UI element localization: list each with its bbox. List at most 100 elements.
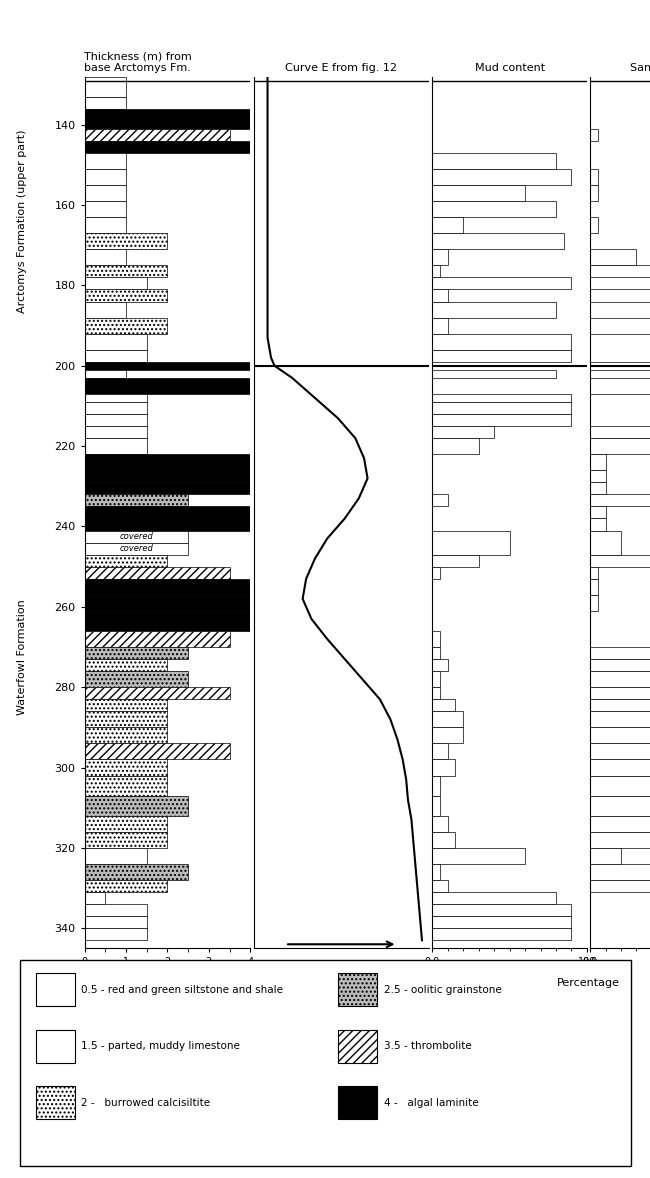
Bar (432, 848, 525, 863)
Bar (590, 863, 650, 880)
Bar (84, 438, 147, 455)
Bar (432, 438, 478, 455)
Bar (590, 530, 621, 555)
Bar (84, 904, 147, 916)
Bar (84, 413, 147, 426)
Bar (590, 507, 606, 518)
Bar (432, 647, 440, 659)
Bar (84, 482, 250, 495)
Bar (590, 567, 598, 578)
Text: 1.5 - parted, muddy limestone: 1.5 - parted, muddy limestone (81, 1041, 240, 1051)
Bar (432, 671, 440, 687)
Bar (84, 727, 168, 743)
Bar (590, 700, 650, 712)
Text: covered: covered (120, 532, 153, 541)
Bar (84, 578, 250, 595)
Bar (84, 153, 126, 168)
Bar (84, 495, 188, 507)
Bar (84, 278, 147, 290)
Bar (432, 370, 556, 378)
Bar (432, 402, 571, 413)
Bar (84, 848, 147, 863)
Bar (84, 507, 250, 518)
Bar (84, 916, 147, 928)
Title: Sand content: Sand content (630, 62, 650, 73)
Bar (432, 832, 456, 848)
Bar (84, 687, 229, 700)
Bar (84, 455, 250, 470)
Bar (84, 393, 147, 402)
Bar (590, 687, 650, 700)
Bar (84, 555, 168, 567)
Bar (590, 595, 598, 611)
Bar (84, 832, 168, 848)
Bar (590, 168, 598, 185)
Bar (590, 848, 621, 863)
Bar (432, 185, 525, 201)
Bar (84, 760, 168, 775)
Bar (432, 426, 494, 438)
Text: 3.5 - thrombolite: 3.5 - thrombolite (384, 1041, 471, 1051)
Bar (84, 659, 168, 671)
Bar (590, 727, 650, 743)
Text: 0.5 - red and green siltstone and shale: 0.5 - red and green siltstone and shale (81, 985, 283, 994)
Bar (590, 128, 598, 141)
Bar (84, 318, 168, 333)
Bar (84, 362, 250, 370)
Bar (590, 482, 606, 495)
Bar (590, 775, 650, 795)
Bar (590, 470, 606, 482)
Text: Waterfowl Formation: Waterfowl Formation (16, 600, 27, 715)
Bar (84, 77, 126, 97)
Bar (432, 413, 571, 426)
Bar (84, 567, 229, 578)
Bar (432, 217, 463, 233)
Bar (590, 760, 650, 775)
Bar (84, 185, 126, 201)
Bar (590, 743, 650, 760)
Bar (84, 928, 147, 940)
Bar (432, 880, 448, 892)
Bar (84, 880, 168, 892)
Title: Curve E from fig. 12: Curve E from fig. 12 (285, 62, 397, 73)
Bar (432, 302, 556, 318)
Bar (432, 278, 571, 290)
Bar (590, 880, 650, 892)
Bar (432, 815, 448, 832)
Bar (590, 378, 650, 393)
Bar (432, 250, 448, 265)
Bar (84, 302, 126, 318)
Bar (432, 631, 440, 647)
Text: Arctomys Formation (upper part): Arctomys Formation (upper part) (16, 130, 27, 313)
Text: 4 -   algal laminite: 4 - algal laminite (384, 1098, 478, 1107)
Bar (590, 265, 650, 278)
Bar (432, 700, 456, 712)
Bar (590, 290, 650, 302)
Bar (432, 318, 448, 333)
Bar (590, 495, 650, 507)
Bar (84, 426, 147, 438)
Text: Increasing
accommodation: Increasing accommodation (299, 972, 384, 994)
Bar (432, 775, 440, 795)
Bar (84, 97, 126, 108)
Bar (84, 712, 168, 727)
Bar (590, 250, 636, 265)
Bar (432, 333, 571, 350)
Bar (432, 233, 564, 250)
Bar (432, 659, 448, 671)
Bar (84, 333, 147, 350)
Bar (432, 916, 571, 928)
Bar (84, 518, 250, 530)
Text: Thickness (m) from
base Arctomys Fm.: Thickness (m) from base Arctomys Fm. (84, 52, 192, 73)
Bar (590, 455, 606, 470)
Bar (590, 659, 650, 671)
Bar (84, 265, 168, 278)
Bar (432, 290, 448, 302)
Bar (590, 426, 650, 438)
Bar (432, 153, 556, 168)
Bar (84, 795, 188, 815)
Bar (84, 775, 168, 795)
Bar (590, 795, 650, 815)
Bar (590, 555, 650, 567)
Bar (84, 530, 188, 543)
